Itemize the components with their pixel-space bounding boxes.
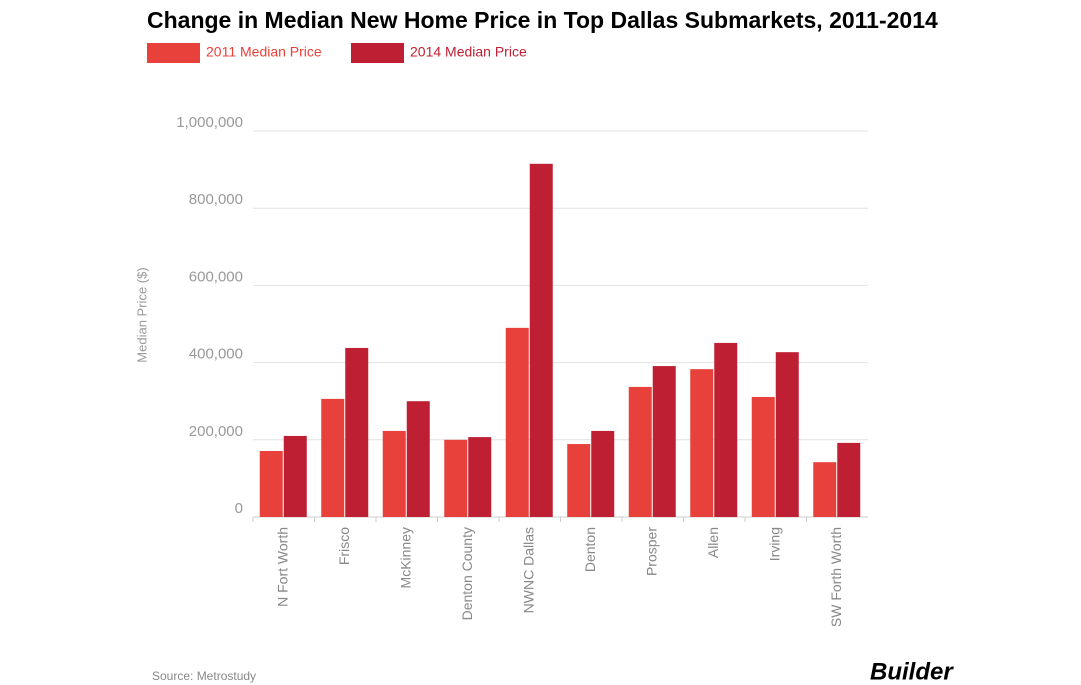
bar — [775, 352, 799, 517]
x-tick-label: N Fort Worth — [274, 527, 290, 607]
bar — [468, 437, 492, 517]
bar — [406, 401, 430, 517]
y-tick-label: 200,000 — [189, 423, 243, 440]
legend-swatch — [351, 43, 404, 63]
bar — [321, 398, 345, 517]
source: Source: Metrostudy — [152, 669, 256, 683]
bar — [283, 435, 307, 517]
x-tick-label: SW Forth Worth — [828, 527, 844, 627]
y-tick-label: 1,000,000 — [176, 114, 243, 131]
y-tick-label: 800,000 — [189, 191, 243, 208]
y-axis-label: Median Price ($) — [134, 267, 149, 362]
bar — [567, 444, 591, 517]
x-tick-label: Allen — [705, 527, 721, 558]
chart-title: Change in Median New Home Price in Top D… — [147, 7, 938, 33]
x-tick-label: Irving — [766, 527, 782, 561]
x-tick-label: NWNC Dallas — [520, 527, 536, 613]
bar — [259, 450, 283, 517]
bar — [505, 327, 529, 517]
bar — [529, 163, 553, 517]
x-tick-label: Prosper — [643, 527, 659, 576]
legend-label: 2011 Median Price — [206, 44, 322, 60]
bar — [690, 369, 714, 517]
brand-logo: Builder — [870, 658, 954, 685]
x-tick-label: Denton — [582, 527, 598, 572]
bar — [751, 396, 775, 517]
legend-swatch — [147, 43, 200, 63]
bar — [837, 442, 861, 517]
legend-label: 2014 Median Price — [410, 44, 527, 60]
x-tick-label: Denton County — [459, 527, 475, 620]
bar — [444, 439, 468, 517]
y-tick-label: 400,000 — [189, 346, 243, 363]
bar — [382, 430, 406, 517]
bar — [652, 366, 676, 517]
y-tick-label: 0 — [235, 500, 243, 517]
bar — [628, 386, 652, 517]
x-tick-label: Frisco — [336, 527, 352, 565]
bar — [714, 342, 738, 517]
bar — [813, 462, 837, 517]
bar — [345, 347, 369, 517]
bar — [591, 430, 615, 517]
x-tick-label: McKinney — [397, 527, 413, 588]
y-tick-label: 600,000 — [189, 268, 243, 285]
